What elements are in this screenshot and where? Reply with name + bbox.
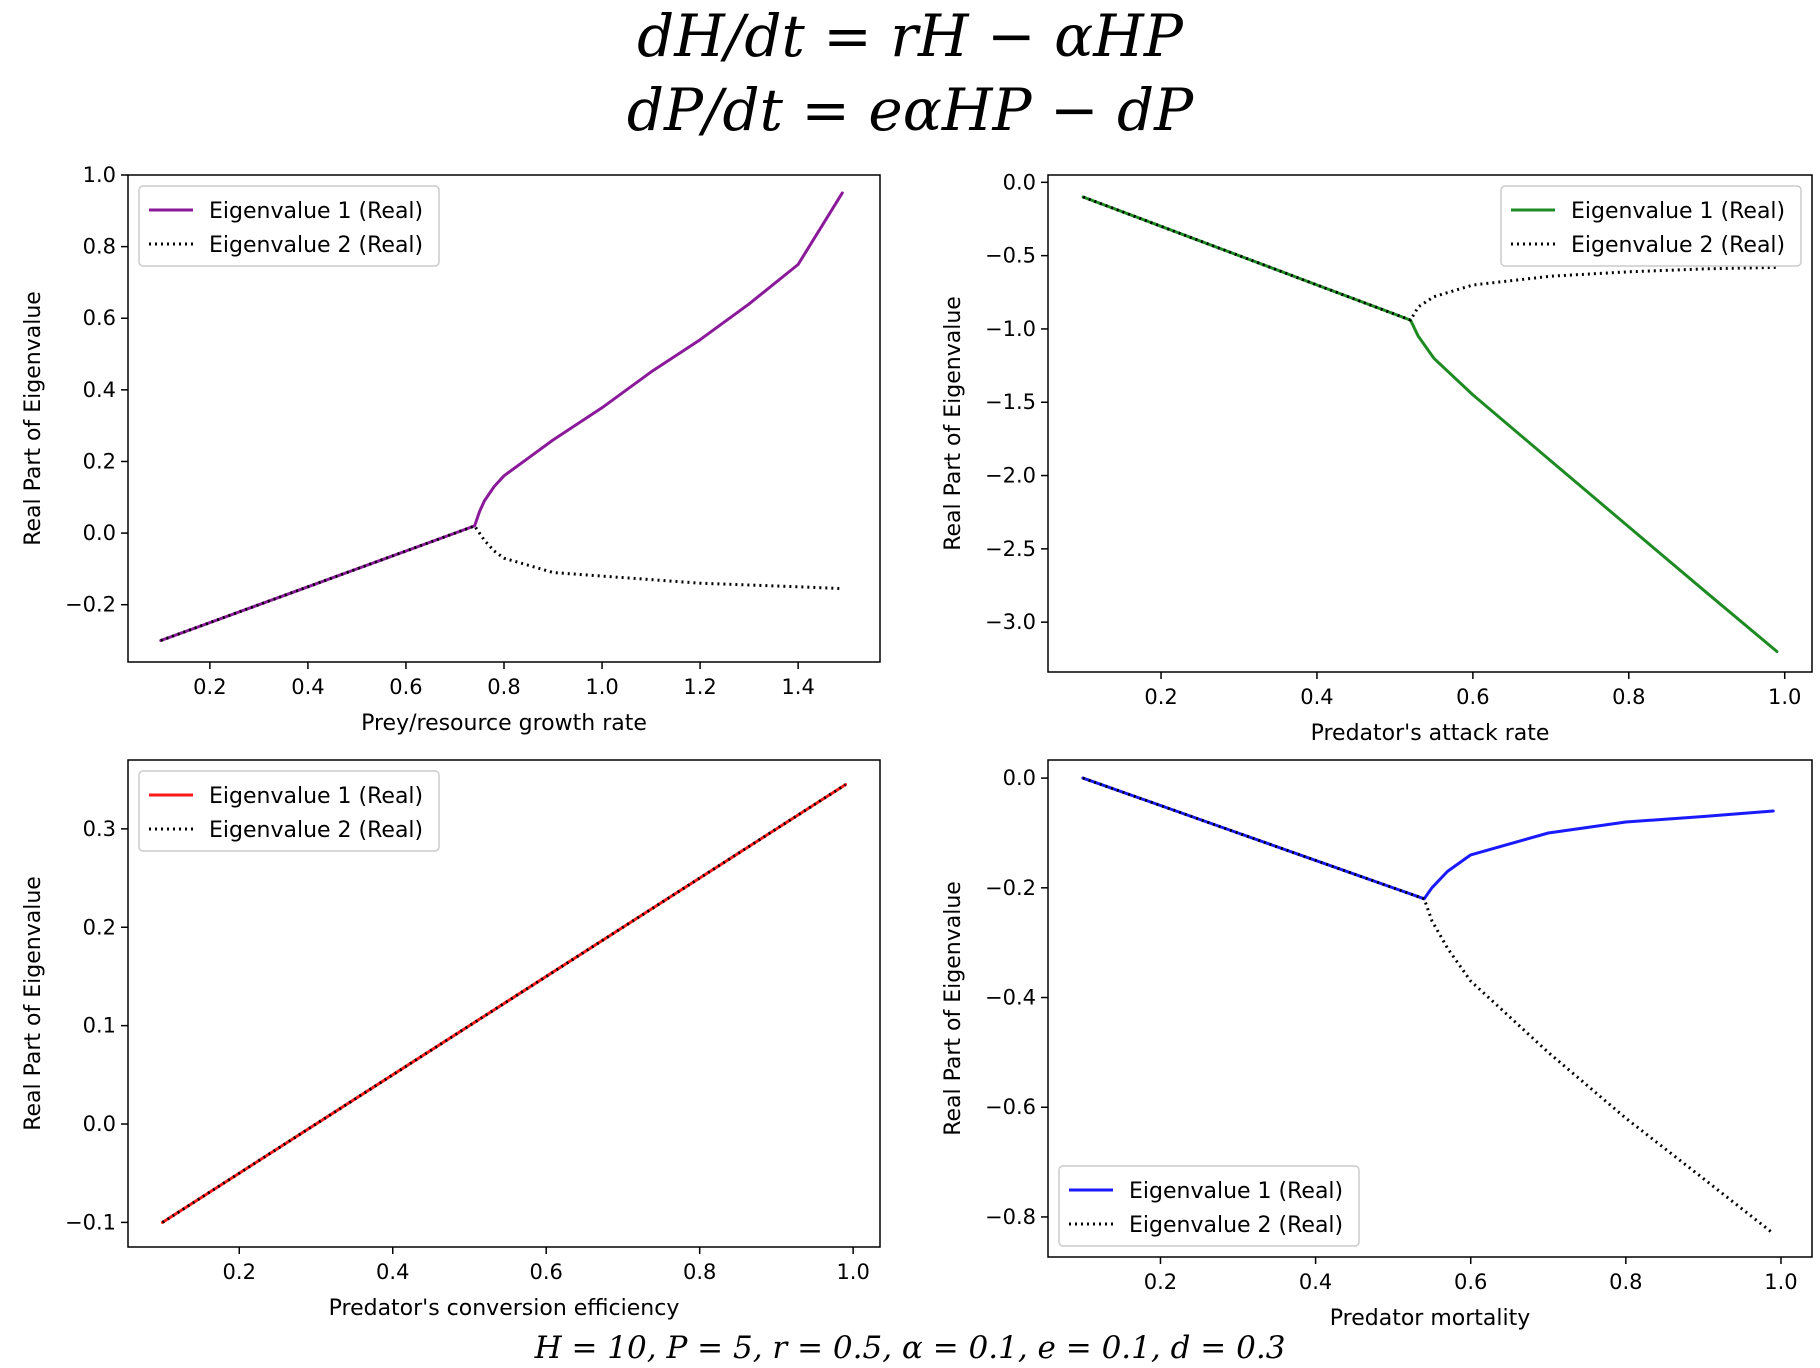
legend-label: Eigenvalue 2 (Real) bbox=[209, 233, 423, 258]
equation-prey: dH/dt = rH − αHP bbox=[637, 2, 1184, 70]
x-tick-label: 1.4 bbox=[781, 675, 814, 699]
legend: Eigenvalue 1 (Real) Eigenvalue 2 (Real) bbox=[1500, 185, 1802, 267]
chart-2: 0.2 0.4 0.6 0.8 1.0 −3.0 −2.5 −2.0 −1.5 −1.0 −0.5 0… bbox=[941, 170, 1813, 746]
x-tick-label: 0.2 bbox=[1144, 1270, 1177, 1294]
y-tick-label: 0.0 bbox=[83, 521, 116, 545]
y-tick-label: 0.6 bbox=[83, 306, 116, 330]
y-tick-label: 0.3 bbox=[83, 817, 116, 841]
series-line-2 bbox=[1082, 776, 1775, 1235]
x-tick-label: 0.4 bbox=[376, 1260, 409, 1284]
legend-label: Eigenvalue 2 (Real) bbox=[1571, 233, 1785, 258]
plot-frame bbox=[1047, 759, 1813, 1258]
legend-box bbox=[1500, 185, 1802, 267]
series-line-2 bbox=[160, 524, 843, 642]
chart-3: 0.2 0.4 0.6 0.8 1.0 −0.1 0.0 0.1 0.2 0.3 Predator'… bbox=[21, 759, 881, 1321]
x-axis-label: Predator mortality bbox=[1330, 1306, 1530, 1331]
x-tick-label: 0.8 bbox=[1609, 1270, 1642, 1294]
y-tick-label: 0.0 bbox=[83, 1112, 116, 1136]
x-tick-label: 0.2 bbox=[1144, 685, 1177, 709]
x-axis-label: Predator's conversion efficiency bbox=[329, 1296, 680, 1321]
y-tick-label: −0.8 bbox=[985, 1205, 1036, 1229]
y-tick-label: −0.2 bbox=[985, 876, 1036, 900]
legend-label: Eigenvalue 2 (Real) bbox=[1129, 1213, 1343, 1238]
x-tick-label: 0.2 bbox=[223, 1260, 256, 1284]
x-tick-label: 1.0 bbox=[1768, 685, 1801, 709]
legend-label: Eigenvalue 1 (Real) bbox=[209, 199, 423, 224]
x-tick-label: 0.6 bbox=[1456, 685, 1489, 709]
y-tick-label: 0.2 bbox=[83, 915, 116, 939]
y-tick-label: −0.1 bbox=[65, 1210, 116, 1234]
legend-label: Eigenvalue 1 (Real) bbox=[209, 784, 423, 809]
y-axis-label: Real Part of Eigenvalue bbox=[21, 291, 46, 546]
y-tick-label: −2.5 bbox=[985, 537, 1036, 561]
y-tick-label: −1.0 bbox=[985, 317, 1036, 341]
x-tick-label: 0.8 bbox=[487, 675, 520, 699]
y-tick-label: 0.2 bbox=[83, 449, 116, 473]
legend: Eigenvalue 1 (Real) Eigenvalue 2 (Real) bbox=[1058, 1165, 1360, 1247]
legend-label: Eigenvalue 1 (Real) bbox=[1129, 1179, 1343, 1204]
chart-1: 0.2 0.4 0.6 0.8 1.0 1.2 1.4 −0.2 0.0 0.2 0.4 0.6 0.8… bbox=[21, 163, 881, 736]
x-tick-label: 0.2 bbox=[193, 675, 226, 699]
y-tick-label: −0.5 bbox=[985, 244, 1036, 268]
y-axis-label: Real Part of Eigenvalue bbox=[941, 296, 966, 551]
plot-frame bbox=[127, 759, 881, 1248]
legend-box bbox=[138, 185, 440, 267]
x-tick-label: 1.0 bbox=[585, 675, 618, 699]
plot-frame bbox=[1047, 174, 1813, 673]
series-line-1 bbox=[159, 191, 844, 642]
y-tick-label: 0.0 bbox=[1003, 766, 1036, 790]
x-tick-label: 0.6 bbox=[1454, 1270, 1487, 1294]
x-tick-label: 0.8 bbox=[1612, 685, 1645, 709]
x-tick-label: 0.4 bbox=[1300, 685, 1333, 709]
y-tick-label: 1.0 bbox=[83, 163, 116, 187]
y-tick-label: −0.6 bbox=[985, 1095, 1036, 1119]
y-axis-label: Real Part of Eigenvalue bbox=[941, 881, 966, 1136]
y-axis-label: Real Part of Eigenvalue bbox=[21, 876, 46, 1131]
y-tick-label: 0.1 bbox=[83, 1014, 116, 1038]
x-tick-label: 1.0 bbox=[836, 1260, 869, 1284]
legend: Eigenvalue 1 (Real) Eigenvalue 2 (Real) bbox=[138, 185, 440, 267]
equation-predator: dP/dt = eαHP − dP bbox=[627, 76, 1194, 144]
x-tick-label: 0.4 bbox=[291, 675, 324, 699]
x-tick-label: 0.8 bbox=[683, 1260, 716, 1284]
series-line-1 bbox=[1081, 195, 1779, 653]
y-tick-label: −3.0 bbox=[985, 610, 1036, 634]
legend: Eigenvalue 1 (Real) Eigenvalue 2 (Real) bbox=[138, 770, 440, 852]
x-tick-label: 0.6 bbox=[389, 675, 422, 699]
x-tick-label: 1.0 bbox=[1764, 1270, 1797, 1294]
parameter-values: H = 10, P = 5, r = 0.5, α = 0.1, e = 0.1… bbox=[534, 1330, 1286, 1366]
chart-4: 0.2 0.4 0.6 0.8 1.0 −0.8 −0.6 −0.4 −0.2 0.0 Predat… bbox=[941, 759, 1813, 1331]
y-tick-label: −2.0 bbox=[985, 464, 1036, 488]
legend-box bbox=[1058, 1165, 1360, 1247]
legend-label: Eigenvalue 1 (Real) bbox=[1571, 199, 1785, 224]
x-tick-label: 0.6 bbox=[530, 1260, 563, 1284]
y-tick-label: −0.4 bbox=[985, 986, 1036, 1010]
y-tick-label: 0.0 bbox=[1003, 170, 1036, 194]
legend-label: Eigenvalue 2 (Real) bbox=[209, 818, 423, 843]
charts-grid: 0.2 0.4 0.6 0.8 1.0 1.2 1.4 −0.2 0.0 0.2 0.4 0.6 0.8… bbox=[21, 163, 1813, 1331]
x-tick-label: 1.2 bbox=[683, 675, 716, 699]
x-axis-label: Prey/resource growth rate bbox=[361, 711, 647, 736]
series-line-1 bbox=[161, 783, 847, 1224]
y-tick-label: −1.5 bbox=[985, 390, 1036, 414]
y-tick-label: −0.2 bbox=[65, 593, 116, 617]
x-axis-label: Predator's attack rate bbox=[1311, 721, 1550, 746]
y-tick-label: 0.4 bbox=[83, 378, 116, 402]
x-tick-label: 0.4 bbox=[1299, 1270, 1332, 1294]
series-line-1 bbox=[1081, 776, 1775, 901]
y-tick-label: 0.8 bbox=[83, 235, 116, 259]
legend-box bbox=[138, 770, 440, 852]
